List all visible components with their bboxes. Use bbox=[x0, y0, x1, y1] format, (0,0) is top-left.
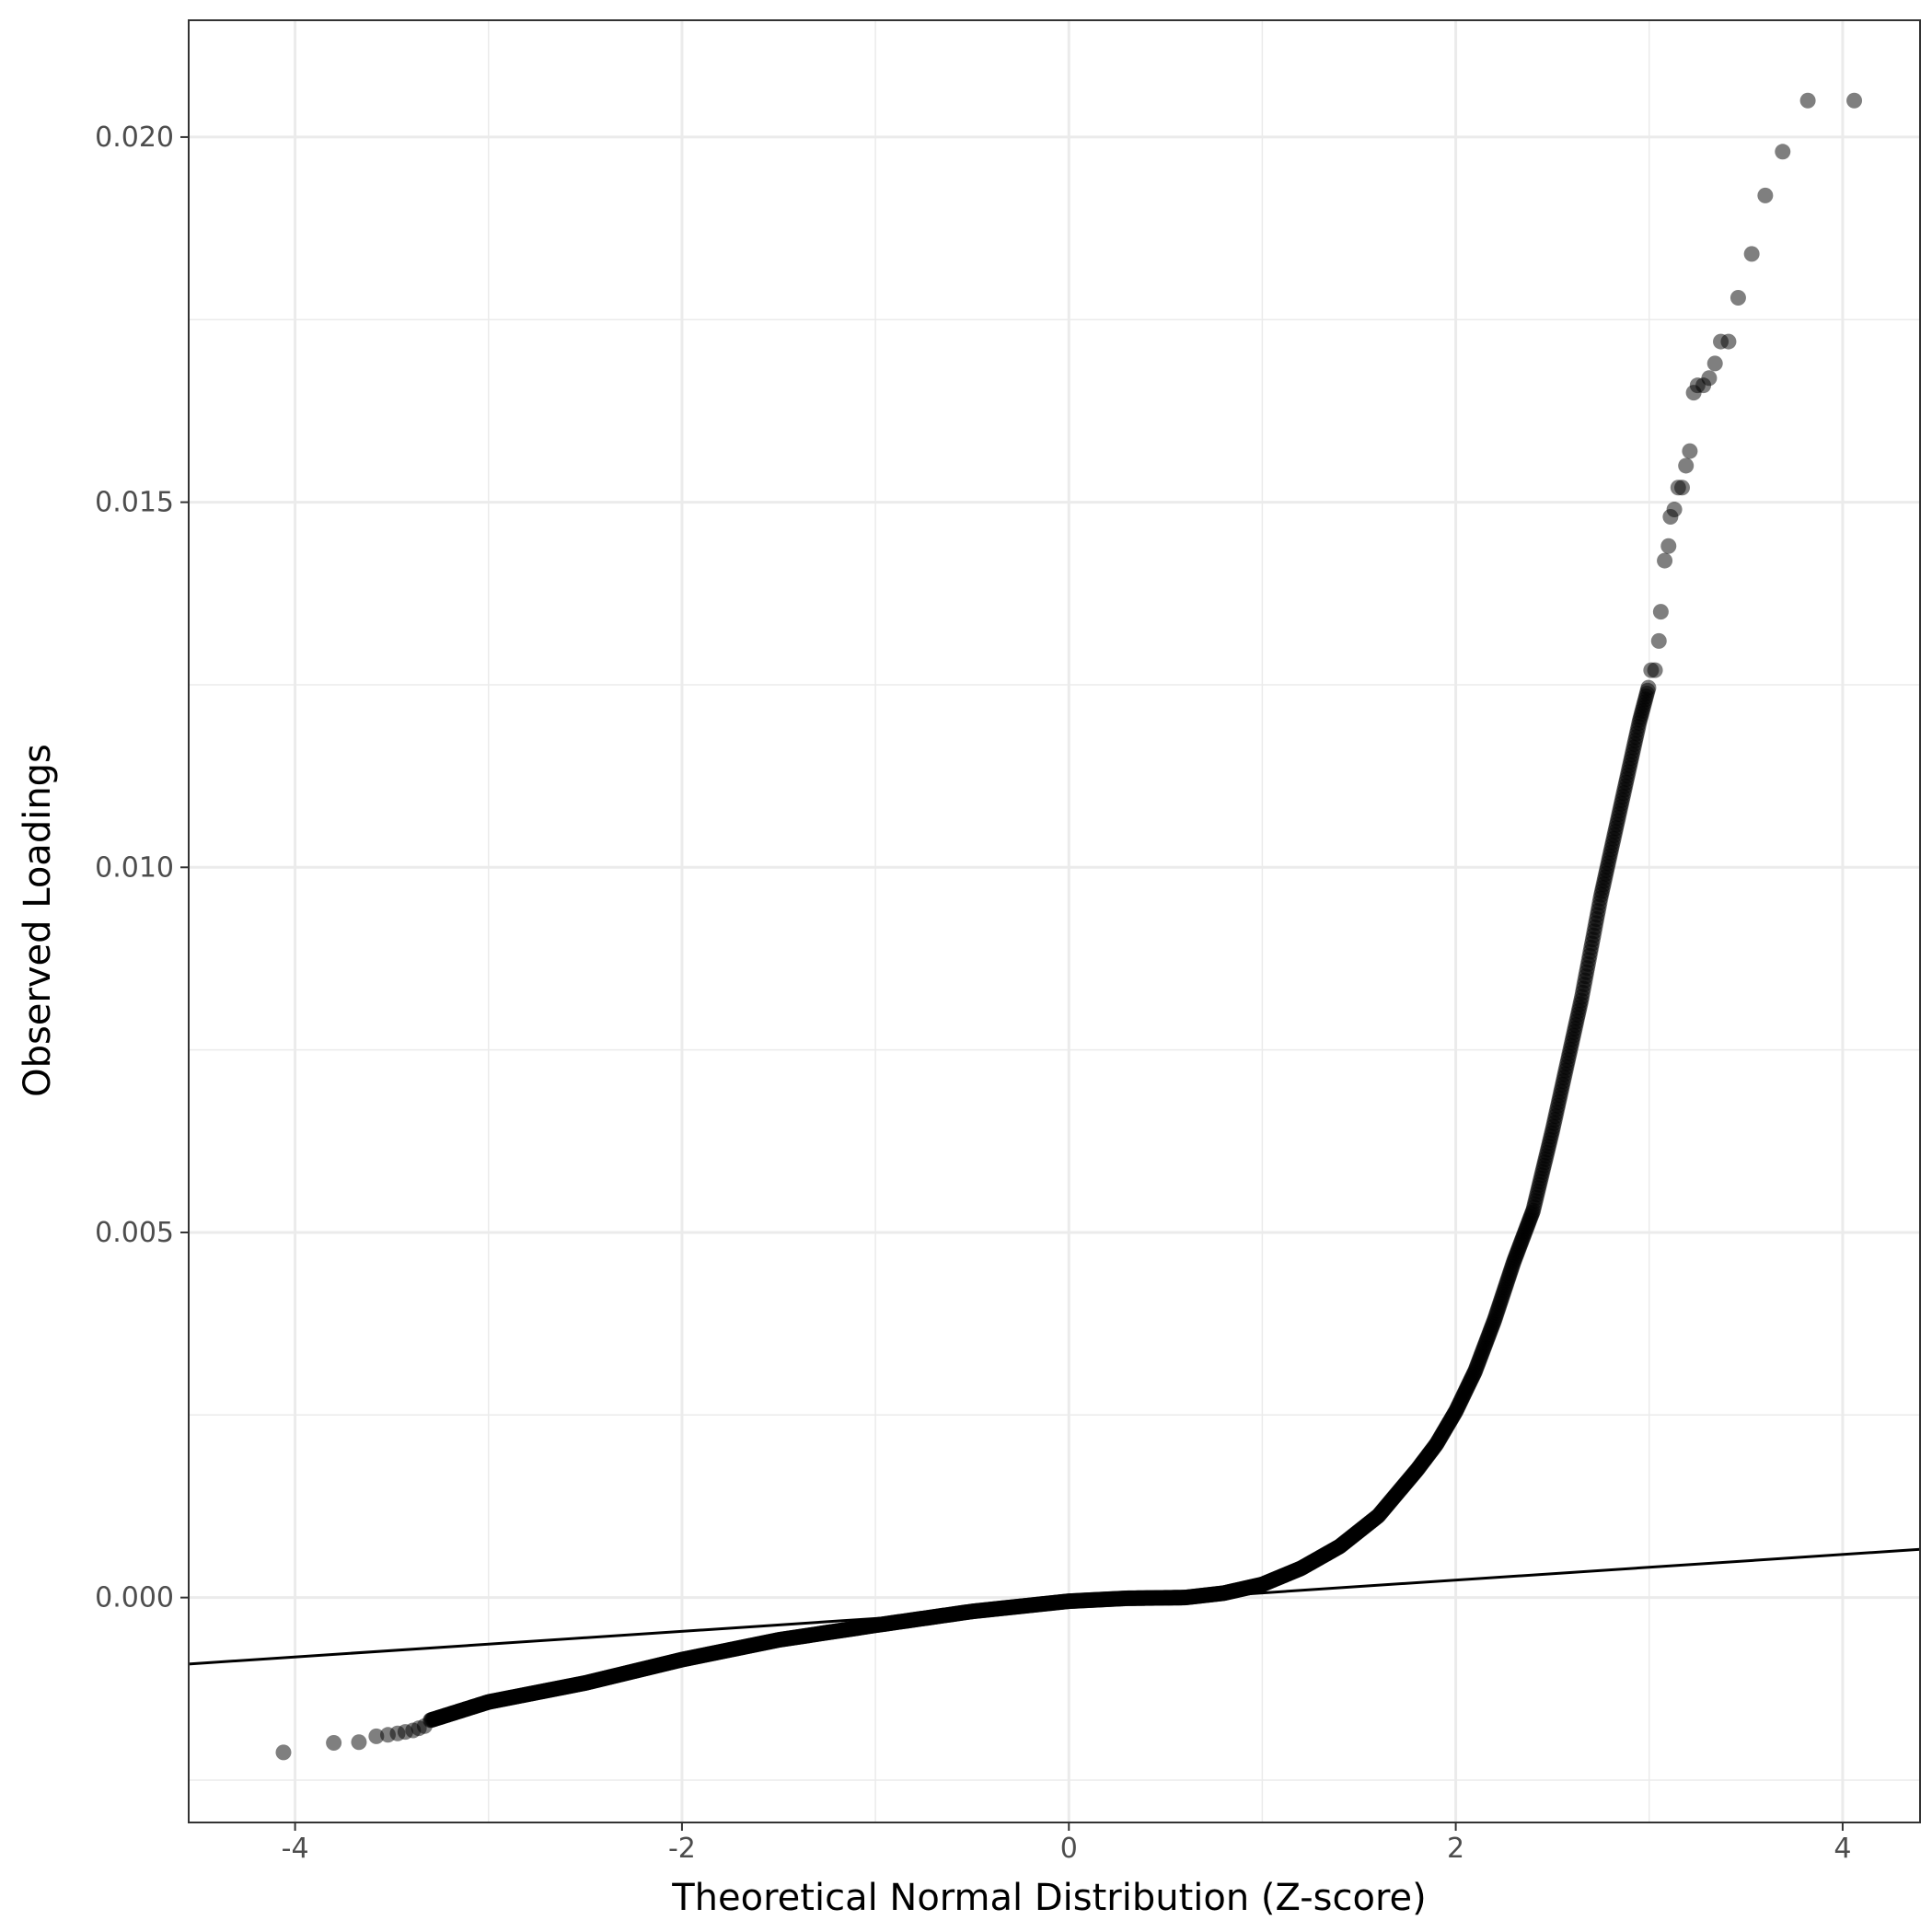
panel-border bbox=[188, 19, 1921, 1823]
data-point bbox=[1757, 187, 1774, 203]
grid-major bbox=[189, 20, 1920, 1822]
grid-minor bbox=[189, 20, 1920, 1822]
x-axis-ticks: -4 -2 0 2 4 bbox=[282, 1822, 1851, 1865]
y-tick-label: 0.000 bbox=[95, 1582, 174, 1614]
data-point bbox=[1706, 355, 1723, 372]
y-tick-label: 0.015 bbox=[95, 487, 174, 519]
x-tick-label: 0 bbox=[1060, 1833, 1078, 1865]
data-point bbox=[1678, 457, 1695, 474]
data-point bbox=[1673, 480, 1690, 496]
x-tick-label: -2 bbox=[668, 1833, 696, 1865]
data-point bbox=[1652, 604, 1669, 620]
data-point bbox=[1720, 333, 1737, 350]
data-points bbox=[275, 92, 1863, 1761]
data-point bbox=[1743, 246, 1760, 262]
y-tick-label: 0.010 bbox=[95, 851, 174, 884]
y-axis-title: Observed Loadings bbox=[17, 744, 59, 1097]
data-point bbox=[1846, 92, 1863, 109]
y-axis-ticks: 0.000 0.005 0.010 0.015 0.020 bbox=[95, 121, 189, 1614]
data-point bbox=[1701, 370, 1718, 387]
y-tick-label: 0.020 bbox=[95, 121, 174, 154]
data-point bbox=[326, 1735, 342, 1752]
x-axis-title: Theoretical Normal Distribution (Z-score… bbox=[671, 1877, 1427, 1919]
y-tick-label: 0.005 bbox=[95, 1217, 174, 1249]
data-point bbox=[1799, 92, 1816, 109]
data-point bbox=[1640, 679, 1657, 696]
data-point bbox=[1647, 662, 1663, 678]
data-point bbox=[368, 1728, 385, 1744]
x-tick-label: -4 bbox=[282, 1833, 309, 1865]
data-point bbox=[351, 1734, 367, 1751]
data-point bbox=[1660, 538, 1677, 554]
data-point bbox=[416, 1718, 433, 1734]
data-point bbox=[1775, 144, 1791, 160]
data-point bbox=[1730, 289, 1746, 306]
x-tick-label: 4 bbox=[1834, 1833, 1851, 1865]
data-point bbox=[1657, 552, 1673, 569]
data-point bbox=[1682, 443, 1698, 459]
data-point bbox=[275, 1744, 292, 1761]
data-point bbox=[1666, 502, 1683, 518]
x-tick-label: 2 bbox=[1447, 1833, 1464, 1865]
data-point bbox=[1650, 632, 1667, 649]
